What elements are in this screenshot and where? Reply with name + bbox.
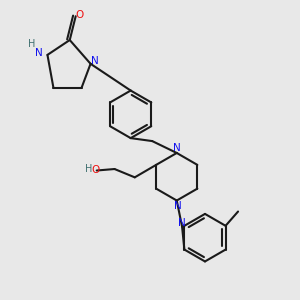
- Text: N: N: [173, 142, 181, 153]
- Text: O: O: [91, 165, 99, 175]
- Text: O: O: [75, 10, 83, 20]
- Text: N: N: [35, 48, 43, 59]
- Text: H: H: [85, 164, 92, 174]
- Text: N: N: [174, 201, 182, 211]
- Text: H: H: [28, 40, 36, 50]
- Text: N: N: [178, 218, 185, 228]
- Text: N: N: [91, 56, 99, 66]
